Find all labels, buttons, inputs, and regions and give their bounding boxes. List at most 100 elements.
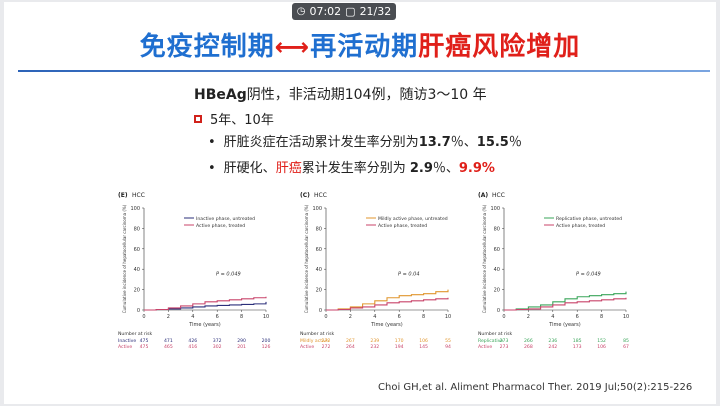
risk-value: 465: [164, 344, 173, 350]
dot-bullet-icon: •: [208, 135, 216, 150]
b1-v1: 13.7: [418, 135, 451, 150]
x-tick-label: 4: [551, 314, 554, 320]
x-tick-label: 0: [324, 314, 327, 320]
y-tick-label: 20: [134, 288, 140, 294]
b1-pre: 肝脏炎症在活动累计发生率分别为: [223, 135, 419, 150]
y-axis-label: Cumulative incidence of hepatocellular c…: [304, 204, 309, 313]
x-tick-label: 2: [349, 314, 352, 320]
p-value: P = 0.04: [398, 271, 420, 277]
x-tick-label: 6: [398, 314, 401, 320]
legend-label: Active phase, treated: [378, 223, 427, 229]
risk-value: 290: [237, 338, 246, 344]
square-bullet-icon: [194, 114, 202, 123]
risk-value: 201: [237, 344, 246, 350]
x-tick-label: 0: [142, 314, 145, 320]
x-axis-label: Time (years): [370, 322, 403, 328]
x-axis-label: Time (years): [188, 322, 221, 328]
km-chart: (A) HCC 0 20 40 60 80 100 0 2 4 6 8 10 Time (years) Cum…: [478, 192, 629, 350]
b2-v1: 2.9: [409, 161, 433, 176]
y-tick-label: 60: [494, 247, 500, 253]
risk-value: 236: [548, 338, 557, 344]
series-line: [326, 297, 449, 311]
risk-value: 185: [573, 338, 582, 344]
x-tick-label: 8: [600, 314, 603, 320]
risk-row-label: Active: [478, 344, 492, 350]
title-divider: [18, 70, 710, 72]
risk-value: 272: [322, 338, 331, 344]
page-indicator[interactable]: ◷ 07:02 ▢ 21/32: [292, 3, 396, 20]
y-tick-label: 80: [494, 226, 500, 232]
b2-pre2: 累计发生率分别为: [301, 161, 410, 176]
double-arrow-icon: ⟷: [274, 33, 311, 61]
x-tick-label: 8: [422, 314, 425, 320]
x-tick-label: 6: [576, 314, 579, 320]
risk-value: 126: [262, 344, 271, 350]
b2-mid: ％、: [432, 161, 459, 176]
risk-row-label: Active: [118, 344, 132, 350]
y-tick-label: 0: [137, 308, 140, 314]
risk-value: 200: [262, 338, 271, 344]
y-tick-label: 60: [316, 247, 322, 253]
risk-value: 475: [140, 338, 149, 344]
section-bullet: 5年、10年: [194, 109, 274, 128]
risk-value: 272: [322, 344, 331, 350]
risk-value: 302: [213, 344, 222, 350]
risk-value: 242: [548, 344, 557, 350]
slide-title: 免疫控制期⟷再活动期肝癌风险增加: [4, 26, 716, 63]
risk-value: 152: [597, 338, 606, 344]
clock-icon: ◷: [296, 6, 306, 17]
subtitle-marker: HBeAg: [194, 87, 247, 103]
risk-value: 239: [370, 338, 379, 344]
risk-row-label: Mildly active: [300, 338, 329, 344]
y-tick-label: 40: [134, 267, 140, 273]
x-tick-label: 10: [623, 314, 629, 320]
b2-v2: 9.9: [458, 161, 482, 176]
x-tick-label: 4: [373, 314, 376, 320]
legend-label: Mildly active phase, untreated: [378, 216, 448, 222]
risk-value: 106: [597, 344, 606, 350]
risk-value: 273: [500, 338, 509, 344]
x-tick-label: 4: [191, 314, 194, 320]
y-tick-label: 100: [490, 206, 500, 212]
risk-value: 264: [346, 344, 355, 350]
risk-value: 475: [140, 344, 149, 350]
slide: 免疫控制期⟷再活动期肝癌风险增加 HBeAg阴性，非活动期104例，随访3～10…: [4, 2, 716, 404]
km-chart: (C) HCC 0 20 40 60 80 100 0 2 4 6 8 10 Time (years) Cum…: [300, 192, 451, 350]
panel-tag: (A): [478, 192, 488, 199]
dot-bullet-icon: •: [208, 161, 216, 176]
series-line: [144, 296, 267, 311]
x-tick-label: 0: [502, 314, 505, 320]
bullet-line-2: • 肝硬化、肝癌累计发生率分别为 2.9％、9.9%: [208, 157, 495, 176]
y-axis-label: Cumulative incidence of hepatocellular c…: [122, 204, 127, 313]
title-part2: 再活动期: [310, 32, 419, 62]
chart-panel-e: (E) HCC 0 20 40 60 80 100 0 2 4 6 8 10 Time (years) Cum…: [118, 190, 278, 360]
risk-header: Number at risk: [118, 331, 153, 337]
time-readout: 07:02: [309, 5, 342, 18]
title-part3: 肝癌风险增加: [418, 32, 581, 62]
b2-post: %: [481, 161, 495, 176]
x-tick-label: 6: [216, 314, 219, 320]
citation: Choi GH,et al. Aliment Pharmacol Ther. 2…: [378, 382, 693, 393]
risk-row-label: Inactive: [118, 338, 136, 344]
legend-label: Replicative phase, untreated: [556, 216, 622, 222]
risk-value: 273: [500, 344, 509, 350]
series-line: [504, 297, 627, 311]
y-tick-label: 20: [494, 288, 500, 294]
y-tick-label: 80: [134, 226, 140, 232]
y-tick-label: 100: [312, 206, 322, 212]
risk-value: 267: [346, 338, 355, 344]
subtitle-text: 阴性，非活动期104例，随访3～10 年: [246, 87, 487, 103]
y-tick-label: 0: [497, 308, 500, 314]
km-chart: (E) HCC 0 20 40 60 80 100 0 2 4 6 8 10 Time (years) Cum…: [118, 192, 271, 350]
risk-value: 55: [445, 338, 451, 344]
subtitle: HBeAg阴性，非活动期104例，随访3～10 年: [194, 84, 487, 104]
risk-value: 268: [524, 344, 533, 350]
risk-value: 266: [524, 338, 533, 344]
risk-value: 471: [164, 338, 173, 344]
b2-highlight: 肝癌: [275, 161, 302, 176]
x-tick-label: 10: [445, 314, 451, 320]
legend-label: Active phase, treated: [556, 223, 605, 229]
chart-panel-c: (C) HCC 0 20 40 60 80 100 0 2 4 6 8 10 Time (years) Cum…: [300, 190, 460, 360]
p-value: P = 0.049: [576, 271, 601, 277]
risk-value: 194: [395, 344, 404, 350]
